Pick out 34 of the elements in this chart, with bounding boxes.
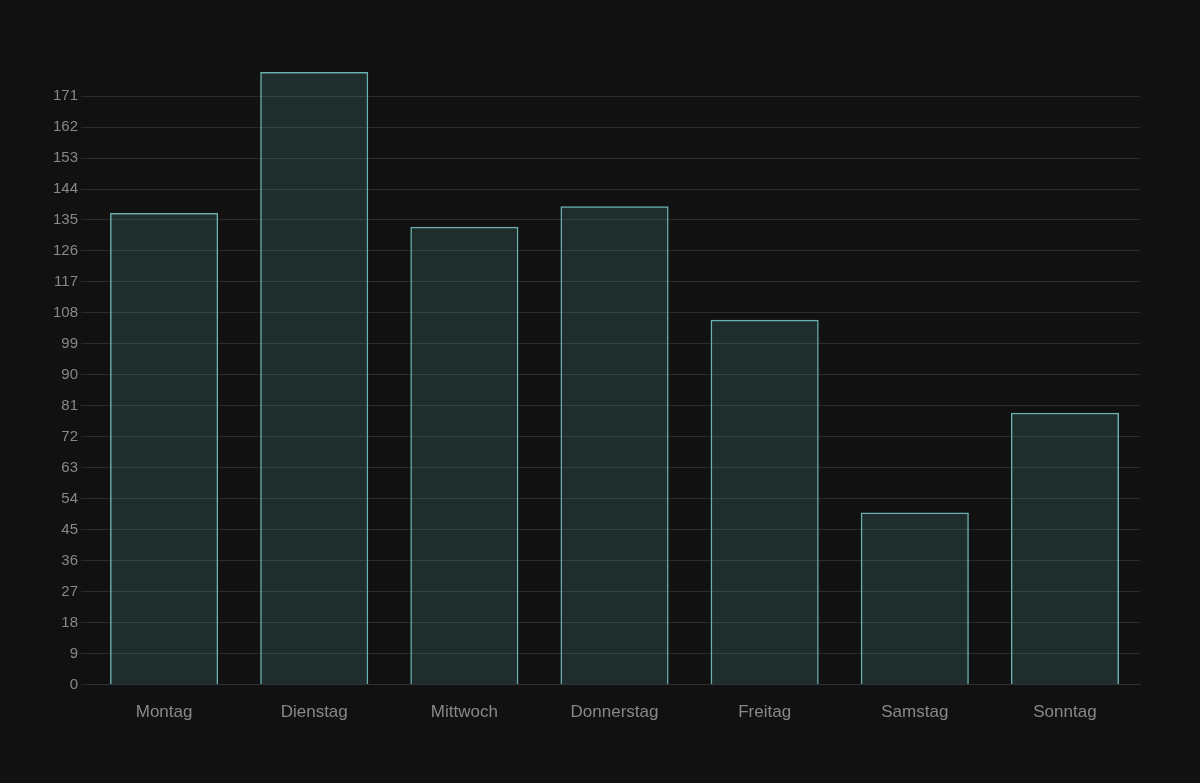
bar [560,206,669,685]
y-tick-label: 126 [53,241,79,259]
bar [260,72,369,685]
y-tick-label: 45 [61,519,79,537]
y-tick-label: 81 [61,395,79,413]
y-tick-label: 144 [53,179,79,197]
bar [1010,412,1119,685]
bar [410,226,519,685]
x-tick-label: Dienstag [280,702,348,722]
y-tick-label: 153 [53,148,79,166]
y-tick-label: 171 [53,86,79,104]
x-tick-label: Montag [135,702,193,722]
y-tick-label: 0 [69,674,79,692]
bar [110,213,219,685]
y-tick-label: 36 [61,550,79,568]
x-tick-label: Donnerstag [570,702,659,722]
y-tick-label: 9 [69,643,79,661]
x-tick-label: Samstag [881,702,949,722]
y-tick-label: 99 [61,334,79,352]
x-tick-label: Mittwoch [430,702,498,722]
y-tick-label: 27 [61,581,79,599]
y-tick-label: 18 [61,612,79,630]
y-tick-label: 90 [61,365,79,382]
bar [860,512,969,685]
y-tick-label: 135 [53,210,79,228]
y-tick-label: 63 [61,457,79,475]
x-tick-label: Freitag [738,702,792,722]
bar [710,319,819,685]
x-tick-label: Sonntag [1033,702,1097,722]
y-tick-label: 162 [53,117,79,135]
y-tick-label: 117 [54,272,79,290]
y-tick-label: 54 [61,488,79,506]
y-tick-label: 72 [61,426,79,444]
y-tick-label: 108 [53,303,79,321]
